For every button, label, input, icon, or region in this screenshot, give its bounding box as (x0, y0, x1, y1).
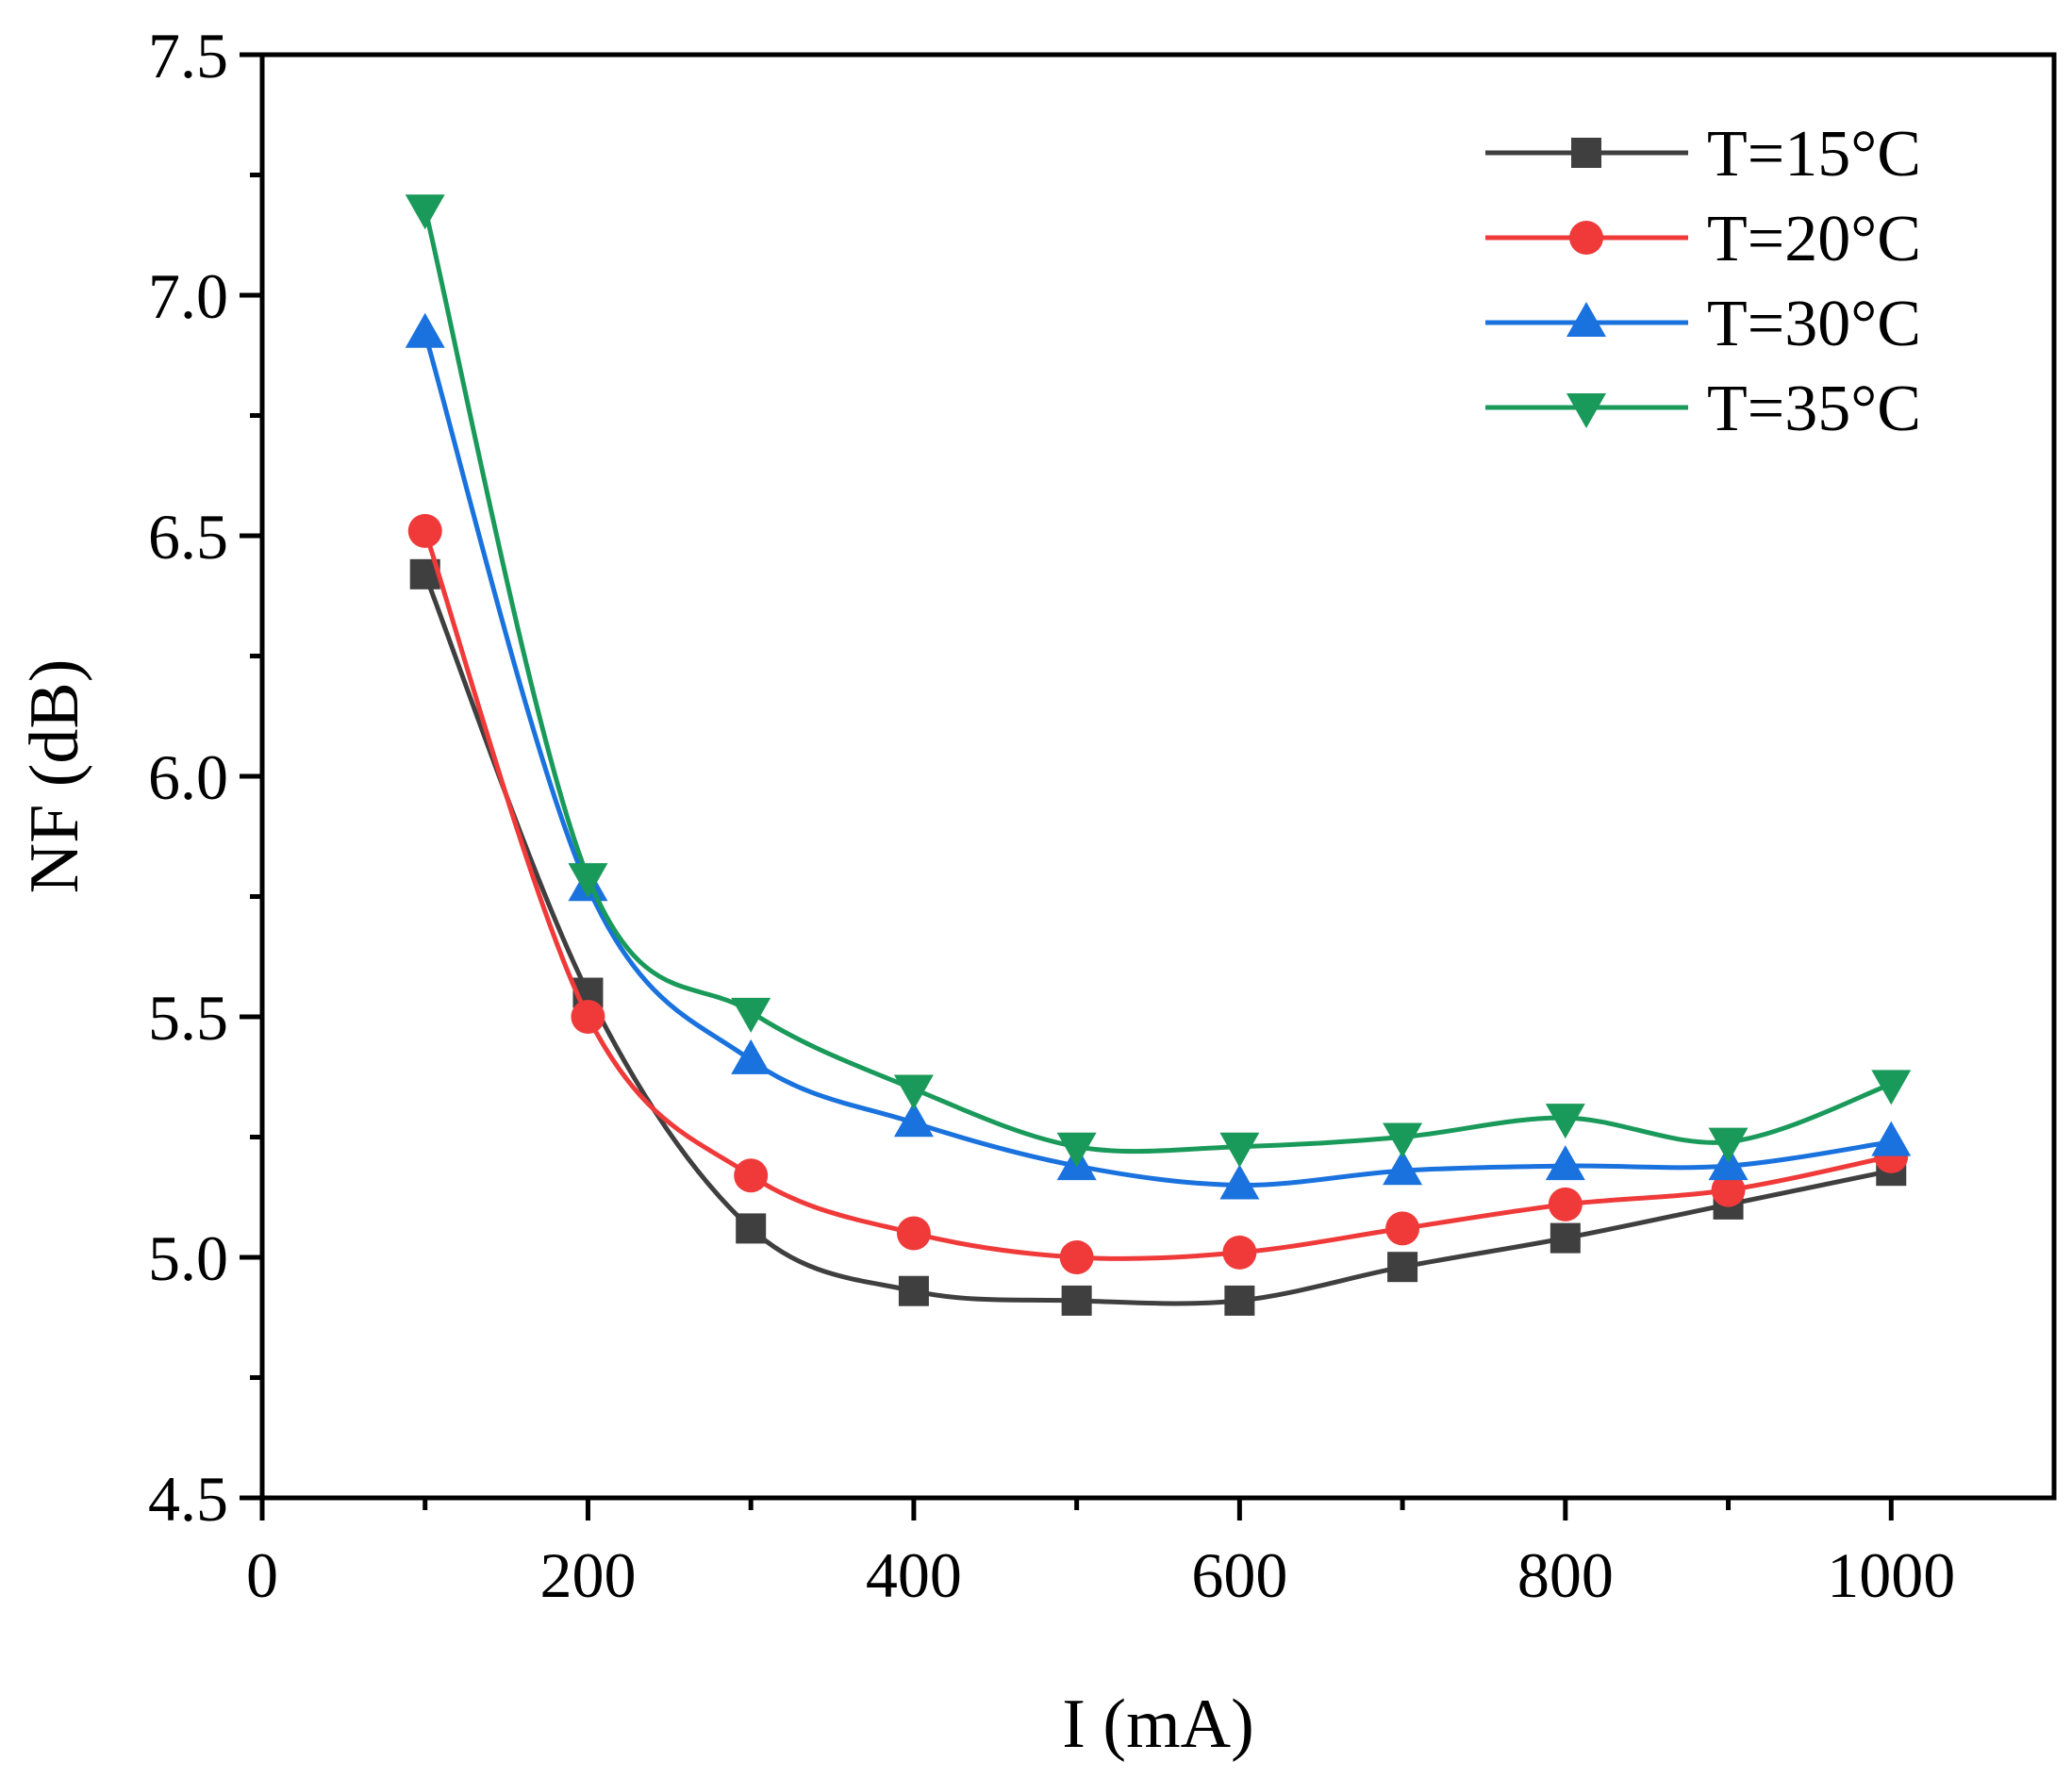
data-point (1056, 1132, 1097, 1168)
y-tick-label: 7.5 (148, 20, 228, 91)
series-2 (407, 513, 1909, 1274)
data-point (1871, 1070, 1912, 1105)
data-point (407, 513, 442, 548)
data-point (1383, 1122, 1423, 1158)
data-point (898, 1275, 929, 1306)
data-point (1711, 1172, 1746, 1207)
data-point (568, 863, 608, 899)
data-point (1548, 1187, 1583, 1221)
data-point (1545, 1145, 1585, 1181)
y-tick-label: 6.0 (148, 741, 228, 813)
data-point (1387, 1252, 1418, 1283)
legend-marker (1566, 393, 1606, 428)
x-axis-title: I (mA) (1062, 1686, 1253, 1763)
data-point (736, 1213, 767, 1244)
data-point (1550, 1222, 1581, 1254)
series-line (423, 333, 1892, 1188)
series-3 (405, 312, 1912, 1200)
series-4 (405, 194, 1912, 1168)
legend-item: T=15°C (1485, 118, 1921, 191)
data-point (1224, 1285, 1255, 1316)
data-point (893, 1102, 934, 1138)
x-tick-label: 0 (246, 1539, 278, 1611)
y-tick-label: 4.5 (148, 1463, 228, 1535)
data-point (1708, 1127, 1749, 1163)
legend-label: T=35°C (1707, 373, 1921, 445)
axes-layer: 0 200 400 600 800 1000 4.5 5.0 5.5 6.0 6.5 7.0 7.5 (148, 20, 1955, 1611)
data-point (1059, 1240, 1094, 1274)
legend-item: T=20°C (1485, 203, 1921, 275)
y-tick-label: 5.5 (148, 982, 228, 1054)
y-axis-title: NF (dB) (16, 659, 93, 894)
y-tick-label: 7.0 (148, 260, 228, 332)
data-point (731, 997, 771, 1033)
x-tick-label: 400 (866, 1539, 962, 1611)
y-tick-label: 5.0 (148, 1222, 228, 1294)
data-point (1383, 1150, 1423, 1186)
data-point (405, 194, 445, 230)
legend-marker (1571, 138, 1601, 168)
data-point (1385, 1211, 1420, 1246)
legend-marker (1566, 302, 1606, 337)
data-point (571, 1000, 605, 1034)
legend-label: T=15°C (1707, 118, 1921, 191)
data-point (734, 1158, 769, 1193)
data-point (1222, 1235, 1257, 1270)
data-point (1871, 1121, 1912, 1156)
legend-label: T=20°C (1707, 203, 1921, 275)
data-point (1545, 1104, 1585, 1139)
legend-item: T=35°C (1485, 373, 1921, 445)
data-point (1061, 1285, 1092, 1316)
x-tick-label: 800 (1517, 1539, 1614, 1611)
data-point (893, 1074, 934, 1110)
series-layer (405, 194, 1912, 1316)
data-point (731, 1039, 771, 1074)
data-point (896, 1216, 931, 1251)
x-tick-label: 200 (539, 1539, 636, 1611)
data-point (1219, 1132, 1260, 1168)
legend-label: T=30°C (1707, 288, 1921, 360)
series-line (423, 208, 1893, 1155)
x-tick-label: 600 (1191, 1539, 1287, 1611)
data-point (405, 312, 445, 348)
x-tick-label: 1000 (1827, 1539, 1955, 1611)
y-tick-label: 6.5 (148, 501, 228, 573)
data-point (1219, 1164, 1260, 1200)
legend-marker (1569, 221, 1603, 255)
legend: T=15°C T=20°C T=30°C T=35°C (1485, 118, 1921, 445)
legend-item: T=30°C (1485, 288, 1921, 360)
series-1 (409, 558, 1907, 1316)
